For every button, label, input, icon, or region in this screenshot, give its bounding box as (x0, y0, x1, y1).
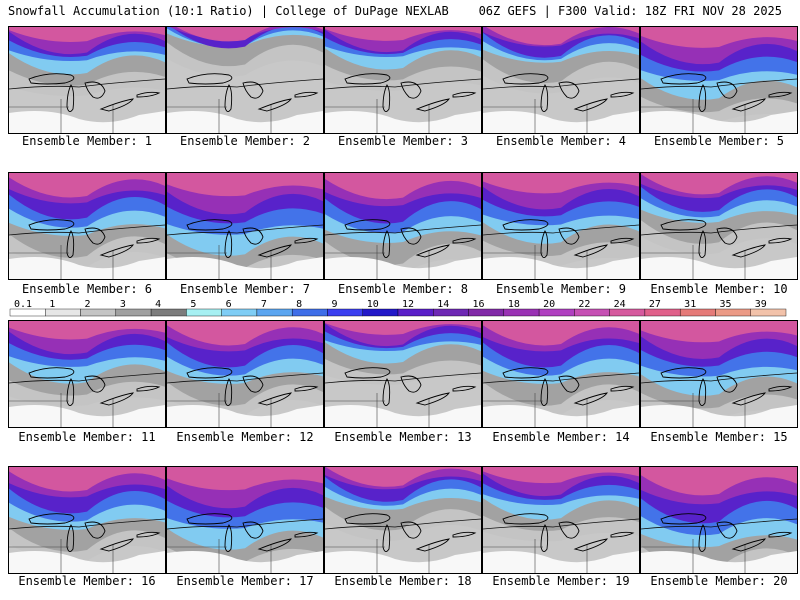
ensemble-member-label: Ensemble Member: 12 (176, 430, 314, 444)
colorbar-tick-label: 24 (614, 299, 626, 310)
ensemble-member-label: Ensemble Member: 2 (179, 134, 311, 148)
colorbar-swatch (644, 308, 681, 317)
ensemble-member-map (166, 172, 324, 280)
ensemble-member-label: Ensemble Member: 20 (650, 574, 788, 588)
ensemble-member-label: Ensemble Member: 1 (21, 134, 153, 148)
map-title: Snowfall Accumulation (10:1 Ratio) | Col… (8, 4, 449, 18)
colorbar-tick-label: 8 (296, 299, 302, 310)
ensemble-member-label: Ensemble Member: 5 (653, 134, 785, 148)
ensemble-member-map (8, 466, 166, 574)
ensemble-member-map (166, 466, 324, 574)
colorbar-swatch (538, 308, 575, 317)
colorbar-tick-label: 1 (49, 299, 55, 310)
colorbar-swatch (186, 308, 222, 317)
ensemble-member-map (482, 320, 640, 428)
colorbar-tick-label: 4 (155, 299, 161, 310)
ensemble-member-map (8, 172, 166, 280)
ensemble-member-map (324, 172, 482, 280)
ensemble-member-label: Ensemble Member: 14 (492, 430, 630, 444)
colorbar-tick-label: 35 (719, 299, 731, 310)
colorbar-tick-label: 10 (367, 299, 379, 310)
colorbar-swatch (397, 308, 434, 317)
colorbar-swatch (750, 308, 787, 317)
ensemble-member-label: Ensemble Member: 17 (176, 574, 314, 588)
colorbar-swatch (433, 308, 469, 317)
colorbar-tick-label: 39 (755, 299, 767, 310)
colorbar-swatch (80, 308, 117, 317)
ensemble-member-map (640, 320, 798, 428)
snowfall-colorbar: 0.1 1 2 3 4 5 6 7 8 9 10 12 14 16 18 20 22 24 27 31 35 39 (9, 298, 787, 318)
colorbar-swatch (609, 308, 646, 317)
model-valid-time: 06Z GEFS | F300 Valid: 18Z FRI NOV 28 20… (478, 4, 782, 18)
colorbar-tick-label: 12 (402, 299, 414, 310)
ensemble-member-map (166, 26, 324, 134)
ensemble-member-label: Ensemble Member: 9 (495, 282, 627, 296)
colorbar-tick-label: 14 (437, 299, 449, 310)
ensemble-member-map (324, 320, 482, 428)
colorbar-swatch (362, 308, 399, 317)
colorbar-swatch (9, 308, 46, 317)
colorbar-tick-label: 9 (331, 299, 337, 310)
colorbar-tick-label: 31 (684, 299, 696, 310)
colorbar-tick-label: 3 (120, 299, 126, 310)
ensemble-member-label: Ensemble Member: 6 (21, 282, 153, 296)
ensemble-member-map (640, 172, 798, 280)
ensemble-member-label: Ensemble Member: 8 (337, 282, 469, 296)
ensemble-member-map (324, 466, 482, 574)
ensemble-member-label: Ensemble Member: 7 (179, 282, 311, 296)
colorbar-swatch (503, 308, 540, 317)
ensemble-member-label: Ensemble Member: 10 (650, 282, 788, 296)
colorbar-swatch (679, 308, 716, 317)
colorbar-swatch (221, 308, 258, 317)
colorbar-swatch (327, 308, 363, 317)
colorbar-swatch (45, 308, 81, 317)
colorbar-tick-label: 27 (649, 299, 661, 310)
colorbar-swatch (468, 308, 505, 317)
ensemble-member-label: Ensemble Member: 16 (18, 574, 156, 588)
colorbar-swatch (715, 308, 751, 317)
ensemble-member-map (8, 26, 166, 134)
ensemble-member-map (166, 320, 324, 428)
colorbar-swatch (115, 308, 152, 317)
colorbar-tick-label: 7 (261, 299, 267, 310)
colorbar-swatch (574, 308, 610, 317)
ensemble-member-label: Ensemble Member: 19 (492, 574, 630, 588)
ensemble-member-map (324, 26, 482, 134)
ensemble-member-map (8, 320, 166, 428)
ensemble-member-map (482, 466, 640, 574)
ensemble-member-map (640, 26, 798, 134)
colorbar-swatch (150, 308, 187, 317)
colorbar-tick-label: 2 (85, 299, 91, 310)
colorbar-swatch (291, 308, 328, 317)
colorbar-tick-label: 18 (508, 299, 520, 310)
ensemble-member-map (482, 172, 640, 280)
colorbar-tick-label: 20 (543, 299, 555, 310)
ensemble-member-label: Ensemble Member: 4 (495, 134, 627, 148)
colorbar-tick-label: 6 (226, 299, 232, 310)
ensemble-member-label: Ensemble Member: 18 (334, 574, 472, 588)
colorbar-swatch (256, 308, 293, 317)
ensemble-member-label: Ensemble Member: 15 (650, 430, 788, 444)
colorbar-tick-label: 0.1 (14, 299, 32, 310)
ensemble-member-label: Ensemble Member: 3 (337, 134, 469, 148)
ensemble-member-label: Ensemble Member: 13 (334, 430, 472, 444)
colorbar-tick-label: 16 (473, 299, 485, 310)
ensemble-member-map (640, 466, 798, 574)
ensemble-member-map (482, 26, 640, 134)
ensemble-member-label: Ensemble Member: 11 (18, 430, 156, 444)
colorbar-tick-label: 22 (578, 299, 590, 310)
colorbar-tick-label: 5 (190, 299, 196, 310)
